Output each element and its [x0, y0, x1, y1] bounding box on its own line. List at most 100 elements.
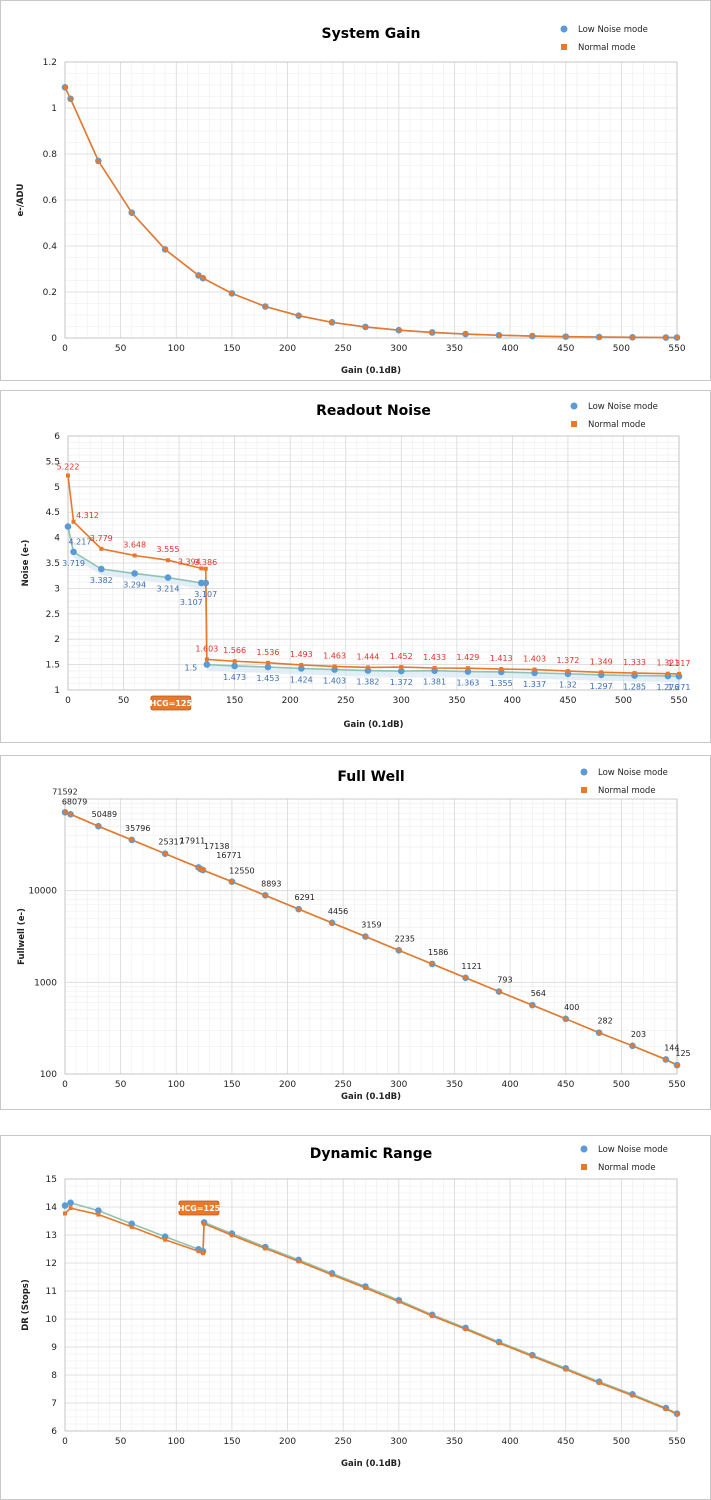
full-well-data-label: 125	[675, 1049, 690, 1058]
normal-point	[363, 1285, 368, 1290]
y-axis-label: e-/ADU	[16, 183, 26, 216]
hcg-annotation-badge	[150, 695, 192, 711]
normal-point	[665, 671, 670, 676]
low-noise-point	[131, 570, 138, 577]
normal-point	[63, 85, 67, 90]
x-tick-label: 100	[168, 1080, 185, 1090]
full-well-data-label: 35796	[125, 824, 150, 833]
normal-point	[68, 96, 73, 101]
normal-point	[263, 304, 268, 309]
major-gridlines	[64, 799, 678, 1075]
normal-data-label: 5.222	[57, 463, 80, 472]
normal-point	[597, 1380, 602, 1385]
x-tick-label: 450	[557, 1080, 574, 1090]
y-tick-label: 0.2	[43, 288, 57, 298]
y-tick-label: 4.5	[46, 508, 60, 518]
low-noise-data-label: 1.382	[356, 678, 379, 687]
normal-point	[196, 1249, 201, 1254]
legend-normal-marker	[581, 787, 587, 793]
low-noise-data-label: 1.32	[559, 681, 577, 690]
x-axis-label: Gain (0.1dB)	[341, 1092, 401, 1102]
normal-point	[530, 334, 535, 339]
normal-point	[499, 667, 504, 672]
normal-point	[599, 670, 604, 675]
legend-normal-label: Normal mode	[578, 43, 636, 53]
normal-data-label: 1.444	[356, 652, 379, 661]
low-noise-data-label: 1.276	[656, 683, 679, 692]
normal-point	[263, 1246, 268, 1251]
legend-low-noise-marker	[560, 25, 568, 33]
normal-point	[463, 1327, 468, 1332]
low-noise-data-label: 4.217	[69, 538, 92, 547]
normal-point	[465, 666, 470, 671]
system-gain-svg: 0 50 100 150 200 250 300 350 400 450 500 550 0 0.2 0.4…	[16, 25, 686, 376]
full-well-data-label: 1121	[461, 962, 481, 971]
x-tick-label: 500	[615, 696, 632, 706]
x-tick-label: 50	[115, 1437, 127, 1447]
y-tick-label: 10	[46, 1315, 58, 1325]
low-noise-data-label: 1.337	[523, 680, 546, 689]
normal-point	[129, 837, 134, 842]
y-axis-label: DR (Stops)	[21, 1279, 31, 1331]
full-well-data-label: 1586	[428, 948, 448, 957]
low-noise-data-label: 3.382	[90, 576, 113, 585]
normal-point	[199, 566, 204, 571]
low-noise-point	[61, 1202, 69, 1209]
hcg-annotation-text: HCG=125	[178, 1204, 221, 1213]
normal-point	[675, 335, 679, 340]
normal-data-label: 3.394	[178, 557, 201, 566]
normal-point	[330, 920, 335, 925]
x-tick-label: 0	[62, 1437, 68, 1447]
y-tick-label: 1	[54, 686, 60, 696]
normal-point	[496, 333, 501, 338]
normal-point	[204, 657, 209, 662]
x-axis-label: Gain (0.1dB)	[343, 720, 403, 730]
normal-point	[630, 1043, 635, 1048]
normal-point	[530, 1354, 535, 1359]
full-well-data-label: 564	[531, 989, 546, 998]
normal-point	[675, 1063, 679, 1068]
y-tick-label: 1.5	[46, 661, 60, 671]
y-tick-label: 5	[54, 483, 60, 493]
normal-data-label: 3.648	[123, 540, 146, 549]
normal-point	[496, 1341, 501, 1346]
normal-point	[96, 158, 101, 163]
full-well-data-label: 68079	[62, 797, 87, 806]
normal-point	[296, 907, 301, 912]
chart-title: Readout Noise	[316, 403, 431, 419]
y-tick-label: 13	[46, 1231, 57, 1241]
legend-normal-label: Normal mode	[598, 786, 656, 796]
x-tick-label: 150	[223, 1437, 240, 1447]
full-well-data-label: 400	[564, 1003, 579, 1012]
y-tick-label: 1	[51, 104, 57, 114]
normal-data-label: 1.429	[456, 653, 479, 662]
low-noise-point	[202, 579, 210, 587]
y-tick-label: 0	[51, 334, 57, 344]
x-tick-label: 0	[65, 696, 71, 706]
normal-point	[99, 546, 104, 551]
x-tick-label: 300	[393, 696, 410, 706]
x-tick-label: 350	[448, 696, 465, 706]
normal-point	[163, 247, 168, 252]
normal-point	[63, 810, 67, 815]
normal-point	[630, 1393, 635, 1398]
x-tick-label: 250	[335, 1437, 352, 1447]
legend-low-noise-marker	[570, 402, 578, 410]
x-tick-label: 200	[279, 344, 296, 354]
x-tick-label: 450	[559, 696, 576, 706]
x-tick-label: 200	[279, 1437, 296, 1447]
normal-point	[632, 671, 637, 676]
normal-point	[563, 1016, 568, 1021]
x-tick-label: 450	[557, 344, 574, 354]
y-axis-label: Fullwell (e-)	[17, 908, 27, 965]
normal-point	[365, 665, 370, 670]
normal-point	[129, 210, 134, 215]
x-tick-label: 50	[115, 1080, 127, 1090]
normal-point	[68, 812, 73, 817]
full-well-data-label: 25317	[158, 838, 183, 847]
normal-point	[66, 473, 70, 478]
normal-point	[299, 662, 304, 667]
chart-title: Full Well	[337, 769, 404, 785]
x-tick-label: 550	[668, 1437, 685, 1447]
x-tick-label: 50	[118, 696, 130, 706]
